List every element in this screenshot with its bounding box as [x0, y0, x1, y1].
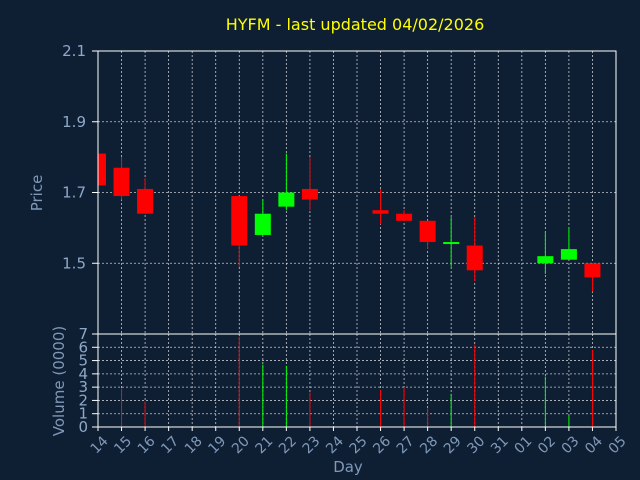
price-axis: 1.5 1.7 1.9 2.1 [62, 42, 98, 272]
volume-axis-label: Volume (0000) [50, 326, 68, 436]
candle-28 [419, 220, 436, 250]
day-tick-label: 31 [488, 433, 512, 457]
day-tick-label: 29 [441, 433, 465, 457]
candle-body [443, 242, 460, 245]
day-tick-label: 23 [300, 433, 324, 457]
candle-body [98, 153, 106, 186]
candle-21 [254, 199, 271, 235]
candle-16 [137, 178, 154, 214]
candle-body [560, 249, 577, 260]
volume-tick-label: 7 [78, 325, 88, 343]
candle-body [301, 188, 318, 200]
volume-grid [97, 333, 617, 428]
volume-tick-label: 6 [78, 338, 88, 356]
day-tick-label: 04 [582, 433, 606, 457]
price-tick-label: 1.5 [62, 254, 86, 272]
price-grid [97, 50, 617, 334]
candle-body [372, 210, 389, 214]
day-tick-label: 27 [394, 433, 418, 457]
volume-tick-label: 5 [78, 352, 88, 370]
day-tick-label: 01 [512, 433, 536, 457]
candle-body [137, 188, 154, 214]
day-tick-label: 26 [370, 433, 394, 457]
volume-tick-label: 3 [78, 378, 88, 396]
volume-tick-label: 2 [78, 391, 88, 409]
candle-body [231, 196, 248, 246]
candle-15 [113, 157, 130, 200]
day-tick-label: 15 [111, 433, 135, 457]
day-tick-label: 30 [464, 433, 488, 457]
candle-body [113, 167, 130, 197]
day-tick-label: 17 [158, 433, 182, 457]
candle-body [537, 256, 554, 264]
volume-bars [121, 336, 593, 427]
volume-tick-label: 0 [78, 418, 88, 436]
candle-22 [278, 153, 295, 211]
day-tick-label: 14 [88, 433, 112, 457]
candle-29 [443, 217, 460, 267]
candle-body [466, 245, 483, 271]
day-tick-label: 18 [182, 433, 206, 457]
day-tick-label: 20 [229, 433, 253, 457]
candle-20 [231, 196, 248, 267]
price-axis-label: Price [28, 175, 46, 212]
price-tick-label: 2.1 [62, 42, 86, 60]
volume-tick-label: 1 [78, 405, 88, 423]
candle-04 [584, 263, 601, 292]
day-axis: 14 15 16 17 18 19 20 21 22 23 24 25 26 27 28 29 30 31 01 02… [88, 427, 630, 457]
price-tick-label: 1.9 [62, 113, 86, 131]
day-tick-label: 02 [535, 433, 559, 457]
volume-tick-label: 4 [78, 365, 88, 383]
day-tick-label: 03 [559, 433, 583, 457]
candles [97, 153, 601, 292]
day-tick-label: 22 [276, 433, 300, 457]
day-tick-label: 28 [417, 433, 441, 457]
candle-27 [396, 210, 413, 221]
candle-body [419, 220, 436, 243]
candle-14 [97, 153, 106, 186]
day-tick-label: 19 [205, 433, 229, 457]
x-axis-label: Day [333, 458, 363, 476]
day-tick-label: 25 [347, 433, 371, 457]
day-tick-label: 16 [135, 433, 159, 457]
day-tick-label: 05 [606, 433, 630, 457]
candle-body [254, 213, 271, 235]
day-tick-label: 24 [323, 433, 347, 457]
candle-body [278, 192, 295, 207]
price-tick-label: 1.7 [62, 184, 86, 202]
candle-02 [537, 231, 554, 274]
candle-23 [301, 157, 318, 211]
candle-26 [372, 188, 389, 225]
candle-03 [560, 227, 577, 260]
candle-30 [466, 217, 483, 281]
chart-title: HYFM - last updated 04/02/2026 [226, 15, 485, 34]
candle-body [396, 213, 413, 221]
candle-body [584, 263, 601, 278]
day-tick-label: 21 [253, 433, 277, 457]
